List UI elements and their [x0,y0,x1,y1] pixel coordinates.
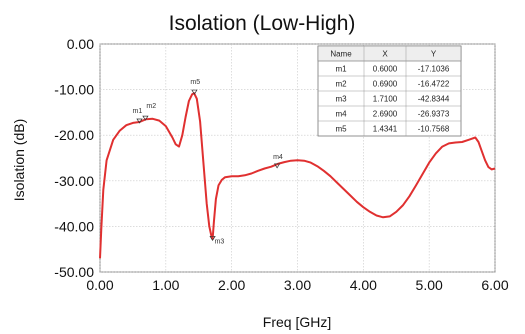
marker-table-cell: 0.6000 [373,65,398,74]
x-tick-label: 4.00 [350,277,377,293]
marker-table-cell: m3 [335,95,347,104]
marker-table-header-cell: Y [431,50,437,59]
marker-m2-symbol [142,115,149,121]
marker-m1-symbol [136,118,143,124]
x-tick-label: 2.00 [218,277,245,293]
marker-table-cell: -10.7568 [418,125,450,134]
marker-m3-symbol [209,235,216,241]
x-tick-label: 1.00 [152,277,179,293]
x-axis-title: Freq [GHz] [263,314,331,330]
marker-table-cell: -16.4722 [418,80,450,89]
x-tick-label: 3.00 [284,277,311,293]
marker-table: Name X Ym1 0.6000 -17.1036 m2 0.6900 -16.4722 m3… [317,45,462,137]
marker-table-cell: -26.9373 [418,110,450,119]
x-tick-label: 6.00 [481,277,508,293]
y-axis-title: Isolation (dB) [11,119,27,201]
marker-table-cell: m1 [335,65,347,74]
marker-table-cell: m5 [335,125,347,134]
y-tick-label: -10.00 [54,82,94,98]
marker-table-cell: 2.6900 [373,110,398,119]
series-layer [99,92,496,259]
marker-m4-label: m4 [273,154,283,161]
marker-table-cell: 1.7100 [373,95,398,104]
marker-table-cell: 1.4341 [373,125,398,134]
marker-m5-symbol [191,89,198,95]
isolation-series-line [99,92,496,259]
x-tick-label: 5.00 [416,277,443,293]
marker-table-cell: m2 [335,80,347,89]
y-tick-label: -30.00 [54,173,94,189]
marker-table-cell: -17.1036 [418,65,450,74]
y-tick-label: -40.00 [54,218,94,234]
marker-m5-label: m5 [190,79,200,86]
y-tick-label: -20.00 [54,127,94,143]
marker-m3-label: m3 [215,238,225,245]
marker-table-cell: m4 [335,110,347,119]
marker-table-header-cell: Name [330,50,352,59]
y-tick-label: 0.00 [67,36,94,52]
marker-table-cell: 0.6900 [373,80,398,89]
x-axis-ticks: 0.00 1.00 2.00 3.00 4.00 5.00 6.00 [86,277,508,293]
marker-m4-symbol [273,163,281,169]
y-axis-ticks: 0.00 -10.00 -20.00 -30.00 -40.00 -50.00 [54,36,94,280]
y-tick-label: -50.00 [54,264,94,280]
marker-table-header-cell: X [382,50,388,59]
marker-table-cell: -42.8344 [418,95,450,104]
x-tick-label: 0.00 [86,277,113,293]
marker-m1-label: m1 [133,108,143,115]
marker-m2-label: m2 [146,103,156,110]
chart-title: Isolation (Low-High) [169,12,356,35]
